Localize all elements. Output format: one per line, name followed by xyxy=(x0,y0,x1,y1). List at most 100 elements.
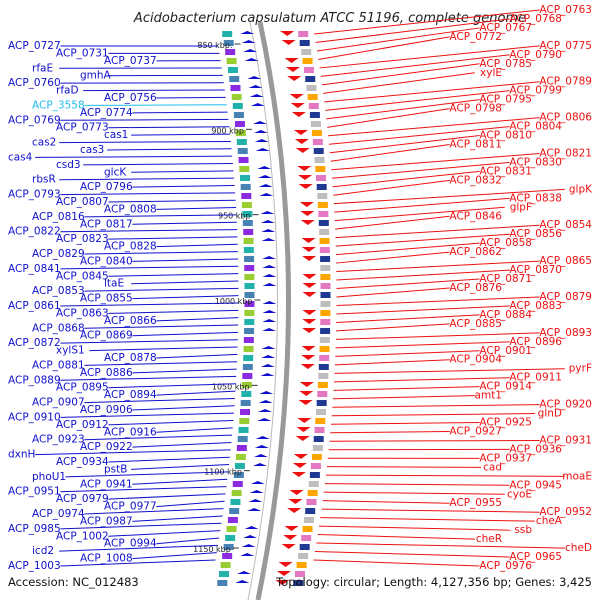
left-gene-label: ACP_0853 xyxy=(32,285,85,297)
left-leader-line xyxy=(108,383,236,389)
left-gene-label: ACP_0823 xyxy=(56,233,109,245)
left-gene-label: ACP_0869 xyxy=(80,330,133,342)
right-leader-line xyxy=(320,517,535,522)
left-leader-lines xyxy=(35,45,239,567)
left-gene-label: ACP_0907 xyxy=(32,397,85,409)
right-gene-label: cheD xyxy=(565,542,592,554)
left-leader-line xyxy=(156,243,238,248)
gene-arrow-right xyxy=(288,499,303,504)
gene-function-block xyxy=(298,553,309,559)
gene-function-block xyxy=(319,337,330,343)
right-gene-label: ACP_0806 xyxy=(539,112,592,124)
right-gene-label: ACP_0945 xyxy=(509,479,562,491)
gene-arrow-left xyxy=(241,40,256,43)
gene-function-block xyxy=(311,130,322,136)
gene-function-block xyxy=(317,202,328,208)
gene-function-block xyxy=(235,130,246,136)
gene-arrow-left xyxy=(248,499,263,502)
right-gene-label: glpF xyxy=(510,201,532,213)
gene-arrow-left xyxy=(262,265,277,268)
gene-arrow-right xyxy=(302,310,317,315)
gene-function-block xyxy=(223,40,234,46)
gene-arrow-left xyxy=(243,535,258,538)
left-gene-label: ACP_3558 xyxy=(32,99,85,111)
gene-function-block xyxy=(237,148,248,154)
gene-arrow-right xyxy=(300,211,315,216)
gene-function-block xyxy=(303,67,314,73)
gene-arrow-left xyxy=(240,31,255,34)
left-gene-label: icd2 xyxy=(32,545,54,557)
gene-function-block xyxy=(319,247,330,253)
gene-arrow-left xyxy=(259,391,274,394)
right-leader-line xyxy=(325,474,565,477)
right-leader-lines xyxy=(313,9,565,567)
left-gene-label: ACP_0878 xyxy=(104,352,157,364)
gene-arrow-right xyxy=(301,346,316,351)
left-gene-label: ACP_0987 xyxy=(80,515,133,527)
right-gene-label: ACP_0821 xyxy=(539,147,592,159)
gene-arrow-left xyxy=(262,301,277,304)
right-leader-line xyxy=(335,350,480,357)
left-gene-label: ACP_0841 xyxy=(8,263,61,275)
right-gene-label: ACP_0865 xyxy=(539,255,592,267)
gene-arrow-right xyxy=(290,103,305,108)
right-gene-label: ACP_0763 xyxy=(539,4,592,16)
gene-arrow-left xyxy=(260,220,275,223)
left-gene-label: phoU1 xyxy=(32,471,66,483)
right-leader-line xyxy=(334,359,450,366)
left-leader-line xyxy=(132,295,239,300)
gene-arrow-right xyxy=(283,535,298,540)
gene-arrow-left xyxy=(250,103,265,106)
left-leader-line xyxy=(60,339,238,344)
right-gene-label: ACP_0854 xyxy=(539,219,592,231)
left-gene-label: ACP_0889 xyxy=(8,374,61,386)
left-gene-label: ACP_0979 xyxy=(56,493,109,505)
gene-arrow-left xyxy=(262,274,277,277)
gene-function-block xyxy=(220,562,231,568)
left-gene-label: ACP_0840 xyxy=(80,255,133,267)
gene-function-block xyxy=(225,535,236,541)
right-gene-label: ACP_0936 xyxy=(509,443,562,455)
gene-function-block xyxy=(222,553,233,559)
gene-arrow-left xyxy=(258,184,273,187)
gene-arrow-right xyxy=(302,283,317,288)
right-gene-label: ACP_0883 xyxy=(509,300,562,312)
right-leader-line xyxy=(319,45,540,69)
left-leader-line xyxy=(132,368,237,374)
gene-arrow-right xyxy=(295,436,310,441)
gene-arrow-left xyxy=(249,94,264,97)
left-leader-line xyxy=(84,361,238,366)
gene-function-block xyxy=(231,490,242,496)
gene-arrow-right xyxy=(280,31,295,36)
left-leader-line xyxy=(65,471,229,478)
left-gene-label: ACP_0855 xyxy=(80,293,133,305)
gene-function-block xyxy=(320,256,331,262)
right-gene-label: ACP_0931 xyxy=(539,434,592,446)
gene-function-block xyxy=(240,409,251,415)
gene-arrow-left xyxy=(261,229,276,232)
left-gene-label: ACP_0863 xyxy=(56,307,109,319)
right-gene-label: ACP_0876 xyxy=(449,282,502,294)
right-gene-label: ACP_0896 xyxy=(509,336,562,348)
gene-function-block xyxy=(316,409,327,415)
right-gene-label: ACP_0879 xyxy=(539,291,592,303)
right-leader-line xyxy=(334,206,505,222)
left-gene-label: csd3 xyxy=(56,159,81,171)
gene-arrow-left xyxy=(244,526,259,529)
right-leader-line xyxy=(334,368,565,374)
left-leader-line xyxy=(156,390,236,396)
right-gene-label: ACP_0810 xyxy=(479,130,532,142)
gene-arrow-right xyxy=(294,139,309,144)
left-leader-line xyxy=(60,486,227,493)
gene-function-block xyxy=(309,472,320,478)
gene-arrow-right xyxy=(301,355,316,360)
right-gene-label: ACP_0862 xyxy=(449,246,502,258)
gene-arrow-left xyxy=(247,508,262,511)
right-gene-label: ACP_0871 xyxy=(479,273,532,285)
right-leader-line xyxy=(333,179,450,196)
left-gene-label: dxnH xyxy=(8,449,35,461)
gene-arrow-right xyxy=(284,58,299,63)
left-gene-label: ACP_0894 xyxy=(104,389,157,401)
